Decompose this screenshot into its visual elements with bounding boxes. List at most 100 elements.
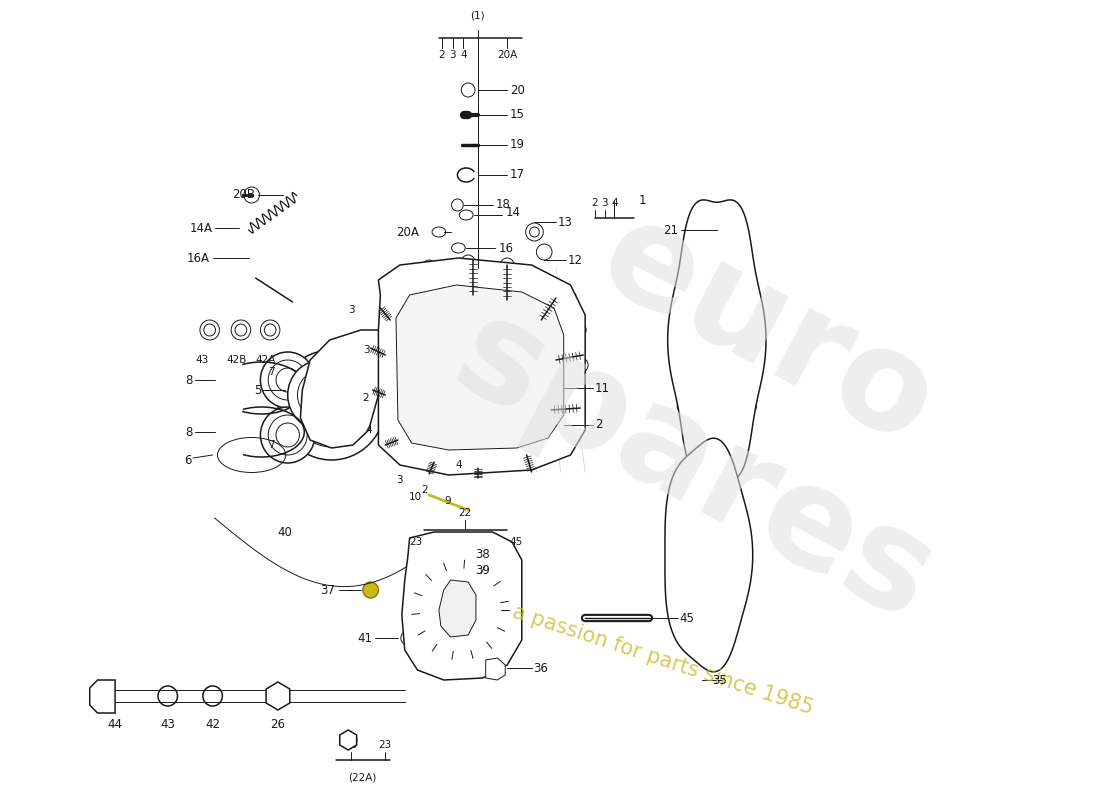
Text: 3: 3 xyxy=(397,475,404,485)
Circle shape xyxy=(158,686,177,706)
Text: 22: 22 xyxy=(459,508,472,518)
Text: 4: 4 xyxy=(612,198,618,208)
Circle shape xyxy=(736,232,748,244)
Text: 40: 40 xyxy=(277,526,293,538)
Text: 42B: 42B xyxy=(227,355,246,365)
Text: 2: 2 xyxy=(362,393,370,403)
Polygon shape xyxy=(378,258,585,475)
Circle shape xyxy=(557,425,571,439)
Text: 19: 19 xyxy=(510,138,525,151)
Text: 35: 35 xyxy=(712,674,727,686)
Polygon shape xyxy=(266,682,289,710)
Text: 10: 10 xyxy=(409,492,422,502)
Polygon shape xyxy=(668,200,766,480)
Text: 45: 45 xyxy=(680,611,695,625)
Circle shape xyxy=(231,320,251,340)
Circle shape xyxy=(443,460,458,474)
Circle shape xyxy=(244,187,260,203)
Circle shape xyxy=(422,260,436,274)
Text: 20A: 20A xyxy=(396,226,419,238)
Text: 45: 45 xyxy=(509,537,522,547)
Circle shape xyxy=(537,244,552,260)
Polygon shape xyxy=(300,330,383,448)
Text: 23: 23 xyxy=(409,537,422,547)
Text: 2: 2 xyxy=(439,50,446,60)
Polygon shape xyxy=(486,658,505,680)
Text: 38: 38 xyxy=(475,549,490,562)
Circle shape xyxy=(387,300,534,450)
Text: 3: 3 xyxy=(363,345,370,355)
Text: 23: 23 xyxy=(378,740,392,750)
Text: 21: 21 xyxy=(663,223,678,237)
Text: 1: 1 xyxy=(639,194,647,206)
Text: 2: 2 xyxy=(592,198,598,208)
Text: 12: 12 xyxy=(568,254,583,266)
Circle shape xyxy=(674,616,684,626)
Text: 25: 25 xyxy=(344,740,358,750)
Circle shape xyxy=(392,268,405,282)
Polygon shape xyxy=(340,730,356,750)
Circle shape xyxy=(461,83,475,97)
Circle shape xyxy=(452,199,463,211)
Text: 43: 43 xyxy=(161,718,175,731)
Circle shape xyxy=(678,401,689,413)
Text: 6: 6 xyxy=(184,454,191,466)
Text: 4: 4 xyxy=(455,460,462,470)
Circle shape xyxy=(500,258,514,272)
Circle shape xyxy=(674,484,684,494)
Text: a passion for parts since 1985: a passion for parts since 1985 xyxy=(510,602,816,718)
Text: 8: 8 xyxy=(186,374,194,386)
Polygon shape xyxy=(439,580,476,637)
Circle shape xyxy=(535,271,548,285)
Text: 44: 44 xyxy=(108,718,122,731)
Text: (1): (1) xyxy=(471,10,485,20)
Polygon shape xyxy=(396,285,563,450)
Circle shape xyxy=(375,363,389,377)
Polygon shape xyxy=(402,532,521,680)
Circle shape xyxy=(382,301,395,315)
Circle shape xyxy=(288,360,356,430)
Text: 3: 3 xyxy=(449,50,455,60)
Circle shape xyxy=(572,323,586,337)
Text: 18: 18 xyxy=(495,198,510,211)
Text: 20B: 20B xyxy=(232,189,255,202)
Circle shape xyxy=(461,255,475,269)
Text: 42: 42 xyxy=(205,718,220,731)
Circle shape xyxy=(377,333,392,347)
Circle shape xyxy=(674,289,686,301)
Circle shape xyxy=(377,401,392,415)
Circle shape xyxy=(745,401,757,413)
Text: 9: 9 xyxy=(444,496,451,506)
Text: 17: 17 xyxy=(510,169,525,182)
Text: 2: 2 xyxy=(595,418,603,431)
Text: 5: 5 xyxy=(254,383,262,397)
Circle shape xyxy=(730,484,739,494)
Polygon shape xyxy=(90,680,116,713)
Circle shape xyxy=(383,433,397,447)
Text: 16: 16 xyxy=(498,242,514,254)
Circle shape xyxy=(363,582,378,598)
Text: 39: 39 xyxy=(475,563,490,577)
Text: 37: 37 xyxy=(320,583,336,597)
Text: 3: 3 xyxy=(348,305,354,315)
Text: 13: 13 xyxy=(558,215,573,229)
Circle shape xyxy=(278,350,385,460)
Text: 26: 26 xyxy=(271,718,286,731)
Text: 43: 43 xyxy=(195,355,208,365)
Circle shape xyxy=(569,393,582,407)
Text: 7: 7 xyxy=(268,440,275,450)
Circle shape xyxy=(261,407,315,463)
Circle shape xyxy=(434,563,448,577)
Text: 42A: 42A xyxy=(255,355,276,365)
Text: 14: 14 xyxy=(505,206,520,219)
Text: 15: 15 xyxy=(510,109,525,122)
Circle shape xyxy=(261,320,279,340)
Circle shape xyxy=(486,458,499,472)
Text: 2: 2 xyxy=(421,485,428,495)
Circle shape xyxy=(408,453,421,467)
Text: 16A: 16A xyxy=(187,251,210,265)
Circle shape xyxy=(574,358,589,372)
Text: 4: 4 xyxy=(365,425,372,435)
Text: euro
spares: euro spares xyxy=(433,149,1030,651)
Circle shape xyxy=(341,732,358,748)
